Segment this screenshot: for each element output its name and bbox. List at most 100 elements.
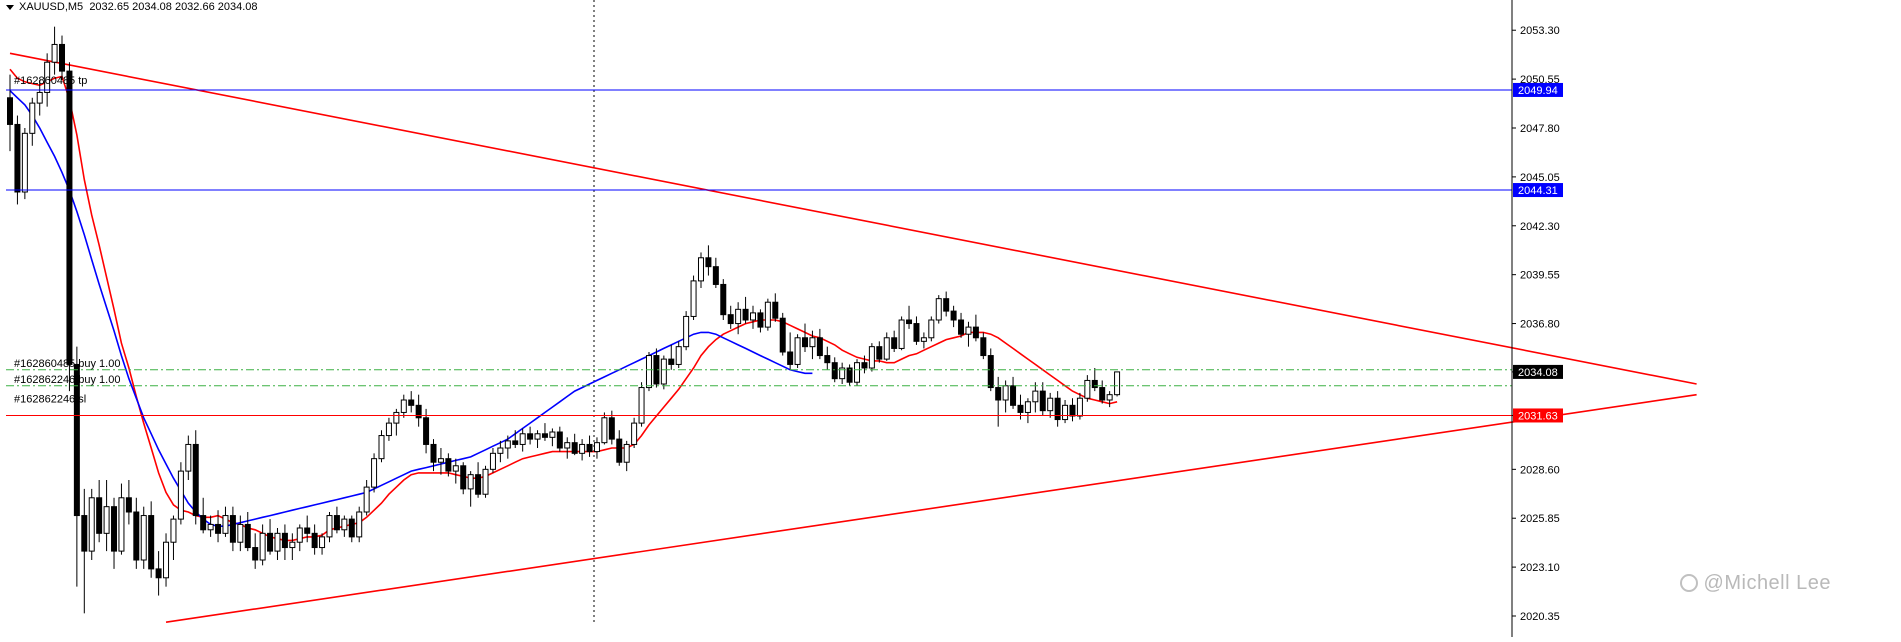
candle	[727, 305, 734, 329]
candle	[816, 328, 823, 360]
candle-body	[259, 532, 266, 561]
candle-body	[868, 346, 875, 369]
candle	[103, 480, 110, 552]
candle	[965, 321, 972, 347]
candle-body	[556, 431, 563, 449]
candle-body	[237, 523, 244, 543]
candle-body	[683, 315, 690, 348]
candle	[846, 364, 853, 386]
candle-body	[155, 568, 162, 579]
candle-body	[88, 497, 95, 552]
candle	[333, 506, 340, 534]
candle-body	[1084, 379, 1091, 399]
trendline-1[interactable]	[165, 393, 1697, 624]
candle-body	[378, 435, 385, 460]
candle-body	[772, 301, 779, 319]
candle-body	[727, 314, 734, 325]
candle-body	[564, 442, 571, 449]
candle	[341, 515, 348, 537]
candle-body	[482, 468, 489, 495]
moving-averages-layer	[9, 68, 1118, 542]
candle	[319, 533, 326, 555]
candle-body	[311, 532, 318, 549]
candle	[475, 462, 482, 498]
axis-tick-label: 2023.10	[1520, 562, 1560, 574]
candle	[519, 428, 526, 452]
candle-body	[423, 417, 430, 445]
candle-body	[400, 399, 407, 413]
candle	[1062, 400, 1069, 424]
candle-body	[475, 474, 482, 495]
candle	[943, 291, 950, 317]
dropdown-triangle-icon[interactable]	[6, 4, 14, 10]
candle	[1002, 380, 1009, 413]
price-axis[interactable]: 2053.302050.552047.802045.052042.302039.…	[1511, 0, 1563, 637]
candle	[170, 515, 177, 560]
candle	[527, 426, 534, 445]
candle-body	[215, 523, 222, 534]
candle-body	[660, 358, 667, 385]
candle-body	[185, 443, 192, 472]
candle	[185, 435, 192, 480]
candle	[556, 426, 563, 452]
candle	[623, 440, 630, 472]
candle-body	[668, 358, 675, 365]
candle	[839, 362, 846, 384]
candle	[252, 533, 259, 569]
candle	[712, 257, 719, 288]
candle	[935, 295, 942, 324]
candle-body	[363, 486, 370, 513]
watermark: @Michell Lee	[1679, 572, 1831, 595]
candle-body	[1091, 379, 1098, 389]
candle	[1010, 376, 1017, 409]
candle	[913, 316, 920, 345]
candle	[21, 128, 28, 200]
candle	[148, 501, 155, 578]
candle	[96, 480, 103, 543]
candle-body	[36, 91, 43, 104]
axis-tick-label: 2053.30	[1520, 25, 1560, 37]
candle-body	[148, 515, 155, 570]
price-label-box	[1513, 364, 1563, 379]
candle-body	[579, 443, 586, 454]
candle	[868, 343, 875, 372]
candle-body	[898, 319, 905, 349]
candle	[579, 439, 586, 461]
candle-body	[333, 515, 340, 531]
candle-body	[705, 257, 712, 268]
candle	[274, 528, 281, 560]
candle	[237, 515, 244, 552]
candle	[423, 408, 430, 454]
candle-body	[222, 515, 229, 534]
candle-body	[987, 355, 994, 389]
candle	[779, 312, 786, 356]
candle	[244, 512, 251, 552]
axis-tick-label: 2028.60	[1520, 464, 1560, 476]
candle	[489, 448, 496, 473]
candle-body	[1017, 404, 1024, 413]
candle-body	[972, 326, 979, 339]
candle-body	[489, 452, 496, 470]
candle-body	[549, 431, 556, 438]
candle	[987, 348, 994, 392]
candle-body	[742, 308, 749, 321]
candle	[631, 417, 638, 448]
candle-body	[348, 518, 355, 538]
candle-body	[140, 515, 147, 561]
candle-body	[21, 132, 28, 193]
trendline-0[interactable]	[9, 52, 1697, 385]
candle-body	[408, 399, 415, 406]
candle-body	[371, 458, 378, 488]
candle	[460, 462, 467, 495]
price-label-text: 2049.94	[1518, 85, 1558, 97]
candle-body	[831, 362, 838, 380]
candle-body	[1010, 385, 1017, 406]
candle	[593, 437, 600, 459]
candle	[200, 497, 207, 534]
axis-tick-label: 2047.80	[1520, 123, 1560, 135]
candle	[29, 97, 36, 146]
candle-body	[81, 515, 88, 552]
candle-body	[1069, 404, 1076, 417]
